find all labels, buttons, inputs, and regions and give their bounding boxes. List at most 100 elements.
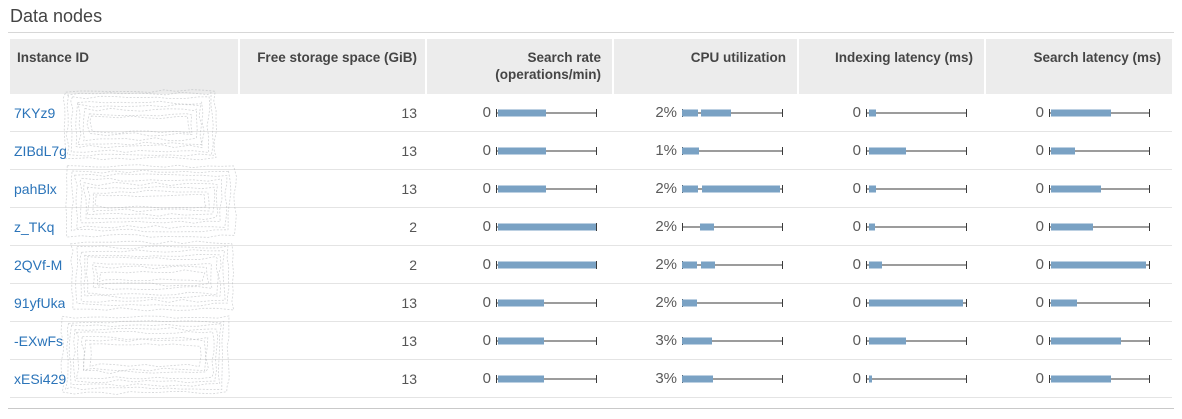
search-rate-cell: 0 (427, 246, 612, 283)
search-latency-sparkline (1049, 374, 1150, 383)
search-latency-sparkline (1049, 336, 1150, 345)
column-header-search-latency: Search latency (ms) (986, 39, 1172, 94)
instance-id-cell: -EXwFs (10, 322, 238, 359)
indexing-latency-cell: 0 (799, 208, 984, 245)
data-nodes-table: Instance ID Free storage space (GiB) Sea… (10, 39, 1172, 398)
indexing-latency-cell: 0 (799, 94, 984, 131)
instance-id-link[interactable]: xESi429 (14, 370, 67, 387)
search-rate-value: 0 (482, 332, 491, 349)
search-latency-value: 0 (1035, 218, 1044, 235)
table-row: -EXwFs 13 0 3% 0 0 (10, 322, 1172, 360)
indexing-latency-sparkline (866, 146, 967, 155)
search-latency-cell: 0 (986, 94, 1172, 131)
search-rate-sparkline (496, 108, 597, 117)
free-storage-value: 13 (401, 370, 417, 387)
indexing-latency-value: 0 (852, 142, 861, 159)
column-header-free-storage: Free storage space (GiB) (240, 39, 425, 94)
search-rate-cell: 0 (427, 284, 612, 321)
search-latency-value: 0 (1035, 142, 1044, 159)
cpu-utilization-sparkline (682, 374, 783, 383)
column-header-cpu-utilization: CPU utilization (614, 39, 797, 94)
table-row: ZIBdL7g 13 0 1% 0 0 (10, 132, 1172, 170)
indexing-latency-sparkline (866, 374, 967, 383)
table-row: xESi429 13 0 3% 0 0 (10, 360, 1172, 398)
cpu-utilization-value: 2% (655, 180, 677, 197)
cpu-utilization-cell: 2% (614, 208, 797, 245)
search-latency-value: 0 (1035, 370, 1044, 387)
table-row: pahBlx 13 0 2% 0 0 (10, 170, 1172, 208)
table-body: 7KYz9 13 0 2% 0 0 ZIBdL7g 13 0 1% 0 0 pahBlx 13 0 2% 0 0 z… (10, 94, 1172, 398)
search-rate-sparkline (496, 260, 597, 269)
instance-id-link[interactable]: 91yfUka (14, 294, 66, 311)
indexing-latency-value: 0 (852, 332, 861, 349)
instance-id-link[interactable]: pahBlx (14, 180, 57, 197)
search-rate-value: 0 (482, 218, 491, 235)
search-rate-sparkline (496, 298, 597, 307)
search-latency-sparkline (1049, 184, 1150, 193)
search-rate-sparkline (496, 146, 597, 155)
indexing-latency-cell: 0 (799, 360, 984, 397)
search-rate-header-line1: Search rate (527, 50, 601, 65)
cpu-utilization-sparkline (682, 184, 783, 193)
indexing-latency-sparkline (866, 222, 967, 231)
search-rate-sparkline (496, 222, 597, 231)
search-latency-sparkline (1049, 298, 1150, 307)
indexing-latency-sparkline (866, 260, 967, 269)
cpu-utilization-value: 3% (655, 370, 677, 387)
instance-id-cell: ZIBdL7g (10, 132, 238, 169)
column-header-indexing-latency: Indexing latency (ms) (799, 39, 984, 94)
search-latency-cell: 0 (986, 132, 1172, 169)
free-storage-value: 13 (401, 332, 417, 349)
cpu-utilization-cell: 2% (614, 284, 797, 321)
table-row: 7KYz9 13 0 2% 0 0 (10, 94, 1172, 132)
cpu-utilization-value: 2% (655, 294, 677, 311)
free-storage-value: 13 (401, 294, 417, 311)
search-latency-cell: 0 (986, 360, 1172, 397)
free-storage-value: 2 (409, 256, 417, 273)
instance-id-cell: z_TKq (10, 208, 238, 245)
search-rate-cell: 0 (427, 170, 612, 207)
indexing-latency-value: 0 (852, 218, 861, 235)
indexing-latency-value: 0 (852, 180, 861, 197)
cpu-utilization-cell: 2% (614, 170, 797, 207)
search-rate-header-line2: (operations/min) (495, 67, 601, 82)
table-row: z_TKq 2 0 2% 0 0 (10, 208, 1172, 246)
cpu-utilization-value: 3% (655, 332, 677, 349)
search-rate-sparkline (496, 336, 597, 345)
cpu-utilization-sparkline (682, 108, 783, 117)
search-latency-value: 0 (1035, 294, 1044, 311)
instance-id-link[interactable]: -EXwFs (14, 332, 63, 349)
search-rate-value: 0 (482, 370, 491, 387)
cpu-utilization-sparkline (682, 336, 783, 345)
free-storage-value: 2 (409, 218, 417, 235)
instance-id-cell: 2QVf-M (10, 246, 238, 283)
search-rate-value: 0 (482, 294, 491, 311)
search-rate-cell: 0 (427, 322, 612, 359)
indexing-latency-sparkline (866, 298, 967, 307)
search-latency-cell: 0 (986, 284, 1172, 321)
search-latency-value: 0 (1035, 332, 1044, 349)
cpu-utilization-sparkline (682, 260, 783, 269)
search-rate-value: 0 (482, 180, 491, 197)
indexing-latency-cell: 0 (799, 132, 984, 169)
cpu-utilization-value: 2% (655, 256, 677, 273)
search-rate-cell: 0 (427, 94, 612, 131)
instance-id-link[interactable]: z_TKq (14, 218, 55, 235)
table-row: 2QVf-M 2 0 2% 0 0 (10, 246, 1172, 284)
cpu-utilization-cell: 2% (614, 94, 797, 131)
instance-id-link[interactable]: 2QVf-M (14, 256, 63, 273)
search-rate-sparkline (496, 374, 597, 383)
search-latency-sparkline (1049, 146, 1150, 155)
free-storage-value: 13 (401, 104, 417, 121)
search-rate-sparkline (496, 184, 597, 193)
instance-id-link[interactable]: 7KYz9 (14, 104, 56, 121)
indexing-latency-cell: 0 (799, 322, 984, 359)
search-latency-cell: 0 (986, 322, 1172, 359)
cpu-utilization-cell: 1% (614, 132, 797, 169)
instance-id-link[interactable]: ZIBdL7g (14, 142, 67, 159)
search-latency-cell: 0 (986, 170, 1172, 207)
free-storage-value: 13 (401, 180, 417, 197)
search-rate-cell: 0 (427, 208, 612, 245)
search-rate-value: 0 (482, 104, 491, 121)
